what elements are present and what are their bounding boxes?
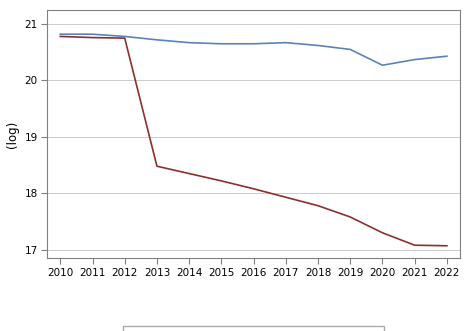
Verified Emissions xyxy=(444,54,450,58)
Allowances xyxy=(251,187,256,191)
Allowances xyxy=(186,171,192,175)
Verified Emissions xyxy=(251,42,256,46)
Allowances xyxy=(347,215,353,219)
Allowances xyxy=(412,243,418,247)
Verified Emissions xyxy=(315,43,321,47)
Allowances xyxy=(283,195,289,199)
Allowances xyxy=(444,244,450,248)
Allowances xyxy=(380,231,385,235)
Verified Emissions xyxy=(154,38,160,42)
Line: Allowances: Allowances xyxy=(60,36,447,246)
Verified Emissions xyxy=(283,41,289,45)
Verified Emissions xyxy=(380,63,385,67)
Allowances xyxy=(57,34,63,38)
Verified Emissions xyxy=(90,32,95,36)
Verified Emissions xyxy=(57,32,63,36)
Legend: Verified Emissions, Allowances: Verified Emissions, Allowances xyxy=(123,326,384,331)
Verified Emissions xyxy=(186,41,192,45)
Allowances xyxy=(219,179,224,183)
Verified Emissions xyxy=(122,34,128,38)
Allowances xyxy=(315,204,321,208)
Allowances xyxy=(122,36,128,40)
Verified Emissions xyxy=(219,42,224,46)
Allowances xyxy=(90,36,95,40)
Y-axis label: (log): (log) xyxy=(6,120,19,148)
Verified Emissions xyxy=(347,47,353,51)
Allowances xyxy=(154,164,160,168)
Verified Emissions xyxy=(412,58,418,62)
Line: Verified Emissions: Verified Emissions xyxy=(60,34,447,65)
